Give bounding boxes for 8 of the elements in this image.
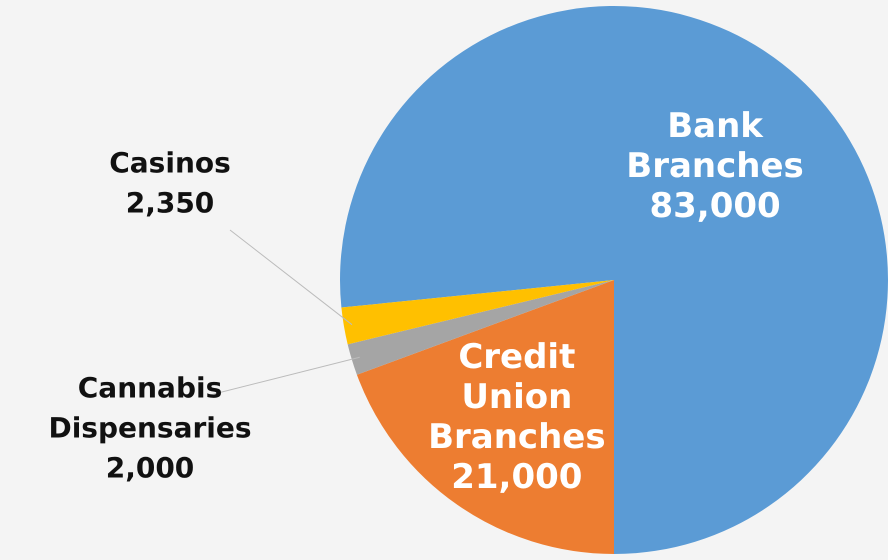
data-label: 2,000 — [106, 451, 194, 484]
data-label: 2,350 — [126, 186, 214, 220]
slice-label: Cannabis Dispensaries — [48, 371, 252, 444]
data-label: 21,000 — [451, 457, 582, 498]
data-label: 83,000 — [649, 186, 781, 226]
slice-label: Credit Union Branches — [428, 337, 606, 458]
slice-label: Casinos — [109, 146, 231, 180]
slice-label: Bank Branches — [626, 106, 804, 186]
